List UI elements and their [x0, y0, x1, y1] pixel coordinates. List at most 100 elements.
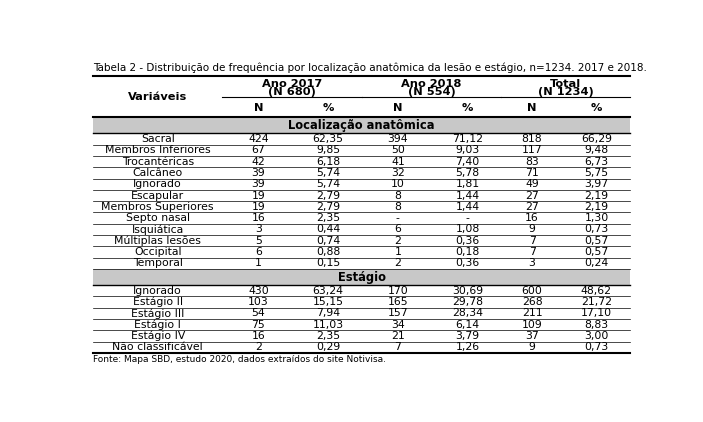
Text: 71,12: 71,12 — [452, 134, 483, 144]
Text: -: - — [465, 213, 470, 223]
Text: 0,44: 0,44 — [316, 225, 340, 234]
Text: Occipital: Occipital — [134, 247, 181, 257]
Text: Total: Total — [550, 79, 581, 89]
Text: 0,36: 0,36 — [456, 235, 479, 246]
Text: Estágio III: Estágio III — [131, 308, 184, 319]
Text: Estágio IV: Estágio IV — [131, 331, 185, 341]
Text: 0,24: 0,24 — [584, 258, 609, 268]
Text: Variáveis: Variáveis — [128, 92, 187, 102]
Text: 1: 1 — [255, 258, 262, 268]
Text: %: % — [591, 103, 602, 114]
Text: 15,15: 15,15 — [313, 297, 344, 307]
Text: 7: 7 — [529, 235, 536, 246]
Text: 9: 9 — [529, 342, 536, 352]
Text: 27: 27 — [525, 191, 539, 200]
Text: 1: 1 — [394, 247, 401, 257]
Text: (N 1234): (N 1234) — [538, 87, 593, 97]
Text: 1,08: 1,08 — [456, 225, 479, 234]
Text: 2: 2 — [394, 235, 401, 246]
Text: Escapular: Escapular — [131, 191, 184, 200]
Text: 1,44: 1,44 — [456, 191, 479, 200]
Text: 63,24: 63,24 — [313, 286, 344, 296]
Text: 32: 32 — [391, 168, 405, 178]
Text: 7: 7 — [394, 342, 401, 352]
Text: 66,29: 66,29 — [581, 134, 612, 144]
Text: Múltiplas lesões: Múltiplas lesões — [115, 235, 201, 246]
Text: 7,40: 7,40 — [456, 157, 479, 167]
Text: 3: 3 — [255, 225, 262, 234]
Text: Temporal: Temporal — [133, 258, 183, 268]
Text: 9,85: 9,85 — [316, 146, 340, 155]
Text: 54: 54 — [252, 308, 265, 318]
Text: 1,26: 1,26 — [456, 342, 479, 352]
Text: 16: 16 — [252, 331, 265, 341]
Text: 50: 50 — [391, 146, 405, 155]
Text: 5: 5 — [255, 235, 262, 246]
Text: 5,74: 5,74 — [316, 168, 340, 178]
Text: Estágio II: Estágio II — [133, 297, 183, 307]
Text: 10: 10 — [391, 179, 405, 189]
Text: 0,36: 0,36 — [456, 258, 479, 268]
Text: 6: 6 — [394, 225, 401, 234]
Text: 818: 818 — [522, 134, 542, 144]
Text: 6: 6 — [255, 247, 262, 257]
Text: 75: 75 — [252, 319, 265, 330]
Text: 21,72: 21,72 — [581, 297, 612, 307]
Text: N: N — [527, 103, 537, 114]
Text: Ano 2017: Ano 2017 — [262, 79, 322, 89]
Text: 67: 67 — [252, 146, 265, 155]
Text: Trocantéricas: Trocantéricas — [122, 157, 194, 167]
Bar — [93, 117, 630, 133]
Text: Fonte: Mapa SBD, estudo 2020, dados extraídos do site Notivisa.: Fonte: Mapa SBD, estudo 2020, dados extr… — [93, 355, 387, 364]
Text: 2,19: 2,19 — [584, 191, 609, 200]
Text: Membros Inferiores: Membros Inferiores — [105, 146, 210, 155]
Text: Membros Superiores: Membros Superiores — [101, 202, 214, 212]
Text: 27: 27 — [525, 202, 539, 212]
Text: 8: 8 — [394, 191, 401, 200]
Text: Sacral: Sacral — [141, 134, 174, 144]
Text: 39: 39 — [252, 168, 265, 178]
Bar — [93, 269, 630, 285]
Text: Estágio: Estágio — [337, 271, 386, 284]
Text: 5,74: 5,74 — [316, 179, 340, 189]
Text: 39: 39 — [252, 179, 265, 189]
Text: 2: 2 — [394, 258, 401, 268]
Text: 16: 16 — [525, 213, 539, 223]
Text: 62,35: 62,35 — [313, 134, 344, 144]
Text: 117: 117 — [522, 146, 542, 155]
Text: 394: 394 — [387, 134, 408, 144]
Text: 2: 2 — [255, 342, 262, 352]
Text: 83: 83 — [525, 157, 539, 167]
Text: 7: 7 — [529, 247, 536, 257]
Text: Estágio I: Estágio I — [134, 319, 181, 330]
Text: (N 554): (N 554) — [408, 87, 456, 97]
Text: 1,81: 1,81 — [456, 179, 479, 189]
Text: 2,79: 2,79 — [316, 202, 340, 212]
Text: 8,83: 8,83 — [584, 319, 609, 330]
Text: 2,79: 2,79 — [316, 191, 340, 200]
Text: 0,74: 0,74 — [316, 235, 340, 246]
Text: Tabela 2 - Distribuição de frequência por localização anatômica da lesão e estág: Tabela 2 - Distribuição de frequência po… — [93, 62, 647, 73]
Text: Localização anatômica: Localização anatômica — [288, 119, 435, 132]
Text: 430: 430 — [248, 286, 269, 296]
Text: 6,14: 6,14 — [456, 319, 479, 330]
Text: 17,10: 17,10 — [581, 308, 612, 318]
Text: 7,94: 7,94 — [316, 308, 340, 318]
Text: 29,78: 29,78 — [452, 297, 483, 307]
Text: 0,73: 0,73 — [584, 342, 609, 352]
Text: 165: 165 — [387, 297, 408, 307]
Text: 37: 37 — [525, 331, 539, 341]
Text: 2,35: 2,35 — [316, 331, 340, 341]
Text: 19: 19 — [252, 191, 265, 200]
Text: 9,48: 9,48 — [584, 146, 609, 155]
Text: 0,88: 0,88 — [316, 247, 340, 257]
Text: %: % — [462, 103, 473, 114]
Text: 41: 41 — [391, 157, 405, 167]
Text: (N 680): (N 680) — [268, 87, 316, 97]
Text: 9: 9 — [529, 225, 536, 234]
Text: 268: 268 — [522, 297, 542, 307]
Text: 0,57: 0,57 — [584, 235, 609, 246]
Text: 1,44: 1,44 — [456, 202, 479, 212]
Text: 600: 600 — [522, 286, 543, 296]
Text: 42: 42 — [252, 157, 265, 167]
